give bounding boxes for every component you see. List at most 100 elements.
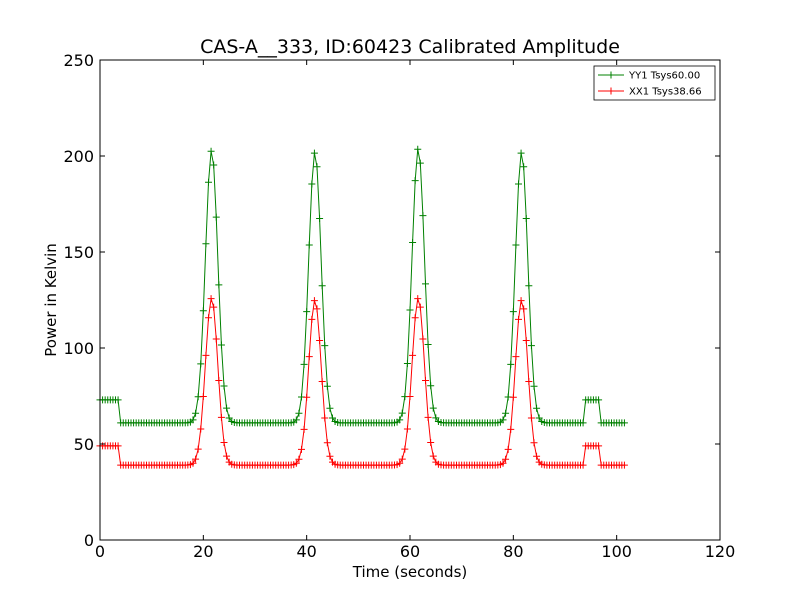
x-tick-label: 40	[296, 542, 316, 561]
data-point-marker	[199, 307, 207, 315]
data-point-marker	[326, 404, 334, 412]
data-point-marker	[303, 393, 311, 401]
data-point-marker	[298, 445, 305, 453]
x-tick-label: 60	[400, 542, 420, 561]
data-point-marker	[220, 382, 228, 390]
chart-title: CAS-A__333, ID:60423 Calibrated Amplitud…	[200, 36, 620, 58]
data-point-marker	[207, 147, 215, 155]
data-point-marker	[406, 392, 414, 400]
data-point-marker	[525, 378, 533, 386]
data-point-marker	[192, 409, 200, 417]
data-point-marker	[114, 442, 122, 450]
data-point-marker	[579, 461, 587, 469]
data-point-marker	[310, 297, 318, 305]
data-point-marker	[579, 419, 587, 427]
data-point-marker	[512, 241, 520, 249]
data-point-marker	[215, 377, 223, 385]
data-point-marker	[197, 425, 205, 433]
data-point-marker	[225, 414, 233, 422]
y-tick-label: 250	[63, 51, 94, 70]
data-point-marker	[409, 239, 417, 247]
data-point-marker	[416, 303, 424, 311]
data-point-marker	[527, 414, 535, 422]
data-point-marker	[620, 419, 628, 427]
legend-label: XX1 Tsys38.66	[629, 87, 702, 98]
legend-box	[593, 65, 716, 101]
data-point-marker	[507, 360, 515, 368]
x-tick-label: 20	[193, 542, 213, 561]
data-point-marker	[318, 282, 326, 290]
data-point-marker	[406, 306, 414, 314]
data-point-marker	[192, 455, 200, 463]
data-point-marker	[414, 295, 422, 303]
data-point-marker	[411, 314, 419, 322]
data-point-marker	[308, 180, 316, 188]
data-point-marker	[303, 308, 311, 316]
data-point-marker	[504, 445, 512, 453]
data-point-marker	[398, 409, 406, 417]
legend: YY1 Tsys60.00 XX1 Tsys38.66	[593, 65, 716, 101]
data-point-marker	[321, 414, 329, 422]
data-point-marker	[499, 459, 507, 467]
data-point-marker	[313, 305, 321, 313]
data-point-marker	[189, 459, 197, 467]
data-point-marker	[316, 336, 324, 344]
data-point-marker	[300, 425, 308, 433]
data-point-marker	[313, 163, 321, 171]
data-point-marker	[502, 409, 510, 417]
data-point-marker	[595, 442, 603, 450]
data-point-marker	[499, 416, 507, 424]
data-point-marker	[424, 340, 432, 348]
data-point-marker	[305, 241, 313, 249]
data-point-marker	[403, 425, 411, 433]
data-point-marker	[414, 145, 422, 153]
data-point-marker	[223, 404, 231, 412]
data-point-marker	[620, 461, 628, 469]
data-point-marker	[422, 280, 429, 288]
data-point-marker	[292, 416, 300, 424]
data-point-marker	[212, 213, 220, 221]
data-point-marker	[205, 314, 212, 322]
data-point-marker	[502, 455, 510, 463]
data-point-marker	[194, 445, 202, 453]
data-point-marker	[205, 178, 212, 186]
y-tick-label: 150	[63, 243, 94, 262]
data-point-marker	[217, 413, 225, 421]
data-point-marker	[215, 281, 223, 289]
data-point-marker	[300, 360, 308, 368]
data-point-marker	[295, 409, 303, 417]
data-point-marker	[403, 360, 411, 367]
series-yy1	[96, 145, 628, 427]
y-tick-label: 100	[63, 339, 94, 358]
data-point-marker	[522, 215, 530, 223]
data-point-marker	[326, 452, 334, 460]
data-point-marker	[401, 445, 409, 453]
data-point-marker	[329, 414, 336, 422]
data-point-marker	[427, 439, 435, 447]
y-tick-label: 0	[84, 531, 94, 550]
data-point-marker	[321, 342, 329, 350]
data-point-marker	[316, 215, 324, 223]
data-point-marker	[308, 315, 316, 323]
x-tick-label: 100	[601, 542, 632, 561]
data-point-marker	[416, 159, 424, 167]
data-point-marker	[323, 439, 331, 447]
data-point-marker	[533, 452, 541, 460]
legend-marker	[607, 71, 615, 79]
data-point-marker	[525, 282, 533, 290]
data-point-marker	[220, 439, 228, 447]
data-point-marker	[427, 382, 435, 390]
data-point-marker	[210, 303, 218, 311]
legend-marker	[607, 87, 615, 95]
data-point-marker	[527, 342, 535, 350]
x-axis-label: Time (seconds)	[352, 563, 468, 581]
series-layer	[96, 145, 628, 469]
legend-entries: YY1 Tsys60.00 XX1 Tsys38.66	[598, 71, 702, 98]
y-tick-label: 50	[74, 435, 94, 454]
data-point-marker	[310, 149, 318, 157]
data-point-marker	[318, 378, 326, 386]
data-point-marker	[515, 315, 522, 323]
data-point-marker	[396, 416, 404, 424]
data-point-marker	[197, 360, 205, 368]
